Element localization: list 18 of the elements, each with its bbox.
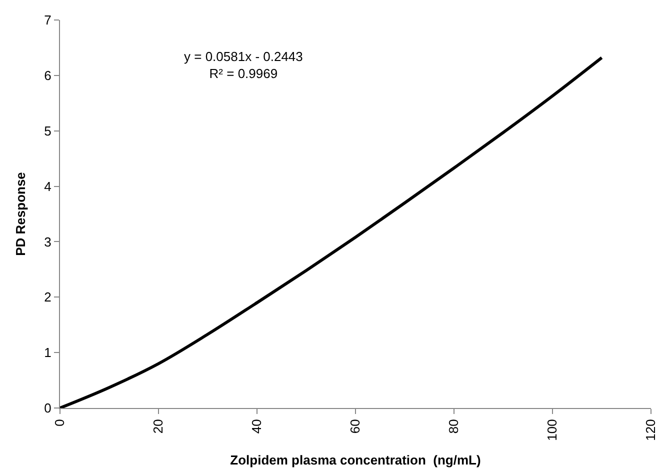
x-tick-label: 60: [348, 419, 363, 434]
y-tick-label: 1: [44, 345, 52, 360]
y-tick-label: 6: [44, 68, 52, 83]
y-tick-label: 7: [44, 12, 52, 28]
x-tick-label: 100: [544, 419, 560, 441]
x-tick-label: 0: [52, 419, 68, 426]
y-tick-label: 4: [44, 178, 52, 194]
y-tick-label: 3: [44, 234, 52, 250]
x-tick-label: 40: [249, 419, 264, 434]
x-tick-label: 80: [446, 419, 462, 434]
y-tick-label: 5: [44, 123, 52, 138]
annotation: y = 0.0581x - 0.2443 R² = 0.9969: [184, 49, 303, 81]
y-tick-label: 2: [44, 290, 52, 305]
x-tick-label: 120: [643, 419, 658, 441]
x-tick-label: 20: [150, 419, 166, 434]
y-tick-label: 0: [44, 400, 52, 416]
x-axis-title: Zolpidem plasma concentration (ng/mL): [230, 452, 481, 468]
y-axis-title: PD Response: [13, 172, 28, 256]
